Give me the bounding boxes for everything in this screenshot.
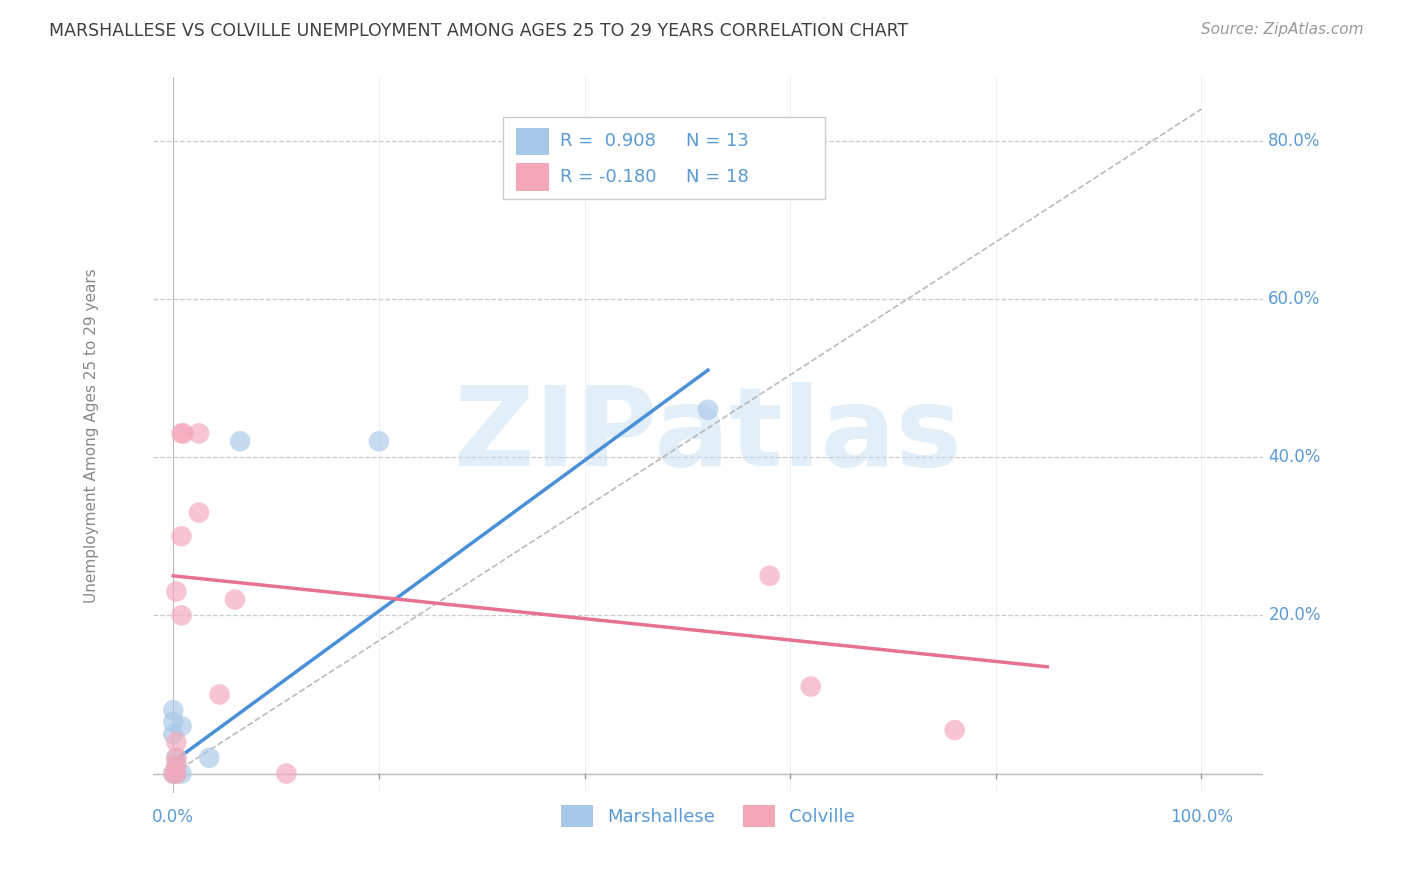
Text: 100.0%: 100.0% [1170, 807, 1233, 826]
Point [276, 766, 298, 780]
Point [224, 592, 246, 607]
Text: N = 18: N = 18 [686, 168, 748, 186]
Text: MARSHALLESE VS COLVILLE UNEMPLOYMENT AMONG AGES 25 TO 29 YEARS CORRELATION CHART: MARSHALLESE VS COLVILLE UNEMPLOYMENT AMO… [49, 22, 908, 40]
Text: 0.0%: 0.0% [152, 807, 194, 826]
Point [943, 723, 966, 737]
FancyBboxPatch shape [516, 163, 550, 191]
Text: 40.0%: 40.0% [1268, 448, 1320, 467]
Text: 80.0%: 80.0% [1268, 132, 1320, 150]
Point [162, 703, 184, 717]
Point [170, 608, 193, 623]
Point [165, 758, 187, 772]
Text: Unemployment Among Ages 25 to 29 years: Unemployment Among Ages 25 to 29 years [84, 268, 100, 603]
Point [170, 719, 193, 733]
Text: 20.0%: 20.0% [1268, 607, 1320, 624]
Point [188, 506, 211, 520]
Point [170, 529, 193, 543]
Point [162, 766, 184, 780]
Point [198, 750, 221, 764]
Point [208, 688, 231, 702]
Legend: Marshallese, Colville: Marshallese, Colville [554, 798, 862, 834]
FancyBboxPatch shape [516, 128, 550, 154]
Point [162, 727, 184, 741]
Point [165, 766, 187, 780]
Point [758, 569, 780, 583]
Point [165, 750, 187, 764]
Point [162, 715, 184, 730]
Point [173, 426, 195, 441]
Point [188, 426, 211, 441]
Point [170, 766, 193, 780]
Text: R = -0.180: R = -0.180 [560, 168, 657, 186]
Point [165, 758, 187, 772]
Text: 60.0%: 60.0% [1268, 290, 1320, 308]
Point [229, 434, 252, 449]
Text: N = 13: N = 13 [686, 132, 748, 150]
Point [800, 680, 823, 694]
Point [165, 584, 187, 599]
Point [165, 750, 187, 764]
Point [170, 426, 193, 441]
Point [368, 434, 391, 449]
Text: R =  0.908: R = 0.908 [560, 132, 657, 150]
Text: ZIPatlas: ZIPatlas [454, 382, 962, 489]
Point [697, 402, 720, 417]
Point [162, 766, 184, 780]
FancyBboxPatch shape [502, 117, 824, 199]
Point [165, 766, 187, 780]
Text: Source: ZipAtlas.com: Source: ZipAtlas.com [1201, 22, 1364, 37]
Point [165, 735, 187, 749]
